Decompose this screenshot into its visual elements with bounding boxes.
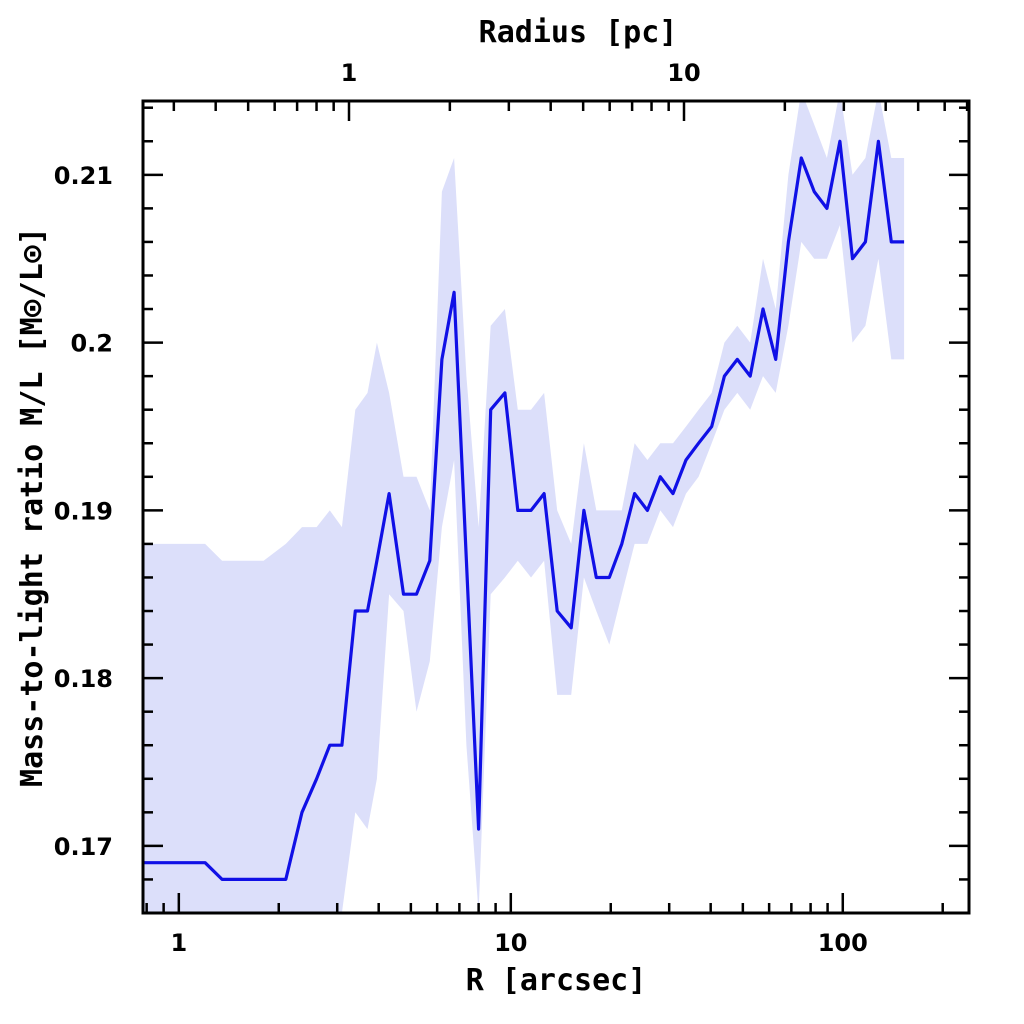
y-tick-label: 0.2 [70, 330, 113, 358]
uncertainty-band [143, 101, 905, 913]
y-axis-title: Mass-to-light ratio M/L [M⊙/L⊙] [15, 227, 50, 787]
plot-frame [141, 99, 971, 915]
plot-area [143, 101, 905, 913]
y-tick-label: 0.17 [54, 833, 113, 861]
x-tick-label: 100 [818, 929, 868, 957]
x-axis-title: R [arcsec] [466, 963, 647, 998]
y-tick-label: 0.18 [54, 665, 113, 693]
series-line [143, 139, 905, 881]
axis-ticks: 1 10 100 1 10 0.17 0.18 0.19 0.2 0.21 [54, 59, 969, 957]
x-tick-label: 10 [494, 929, 527, 957]
top-x-tick-label: 10 [667, 59, 700, 87]
top-x-tick-label: 1 [341, 59, 358, 87]
y-tick-label: 0.19 [54, 497, 113, 525]
top-x-axis-title: Radius [pc] [479, 15, 678, 50]
x-tick-label: 1 [170, 929, 187, 957]
y-tick-label: 0.21 [54, 162, 113, 190]
series-group [143, 101, 905, 913]
